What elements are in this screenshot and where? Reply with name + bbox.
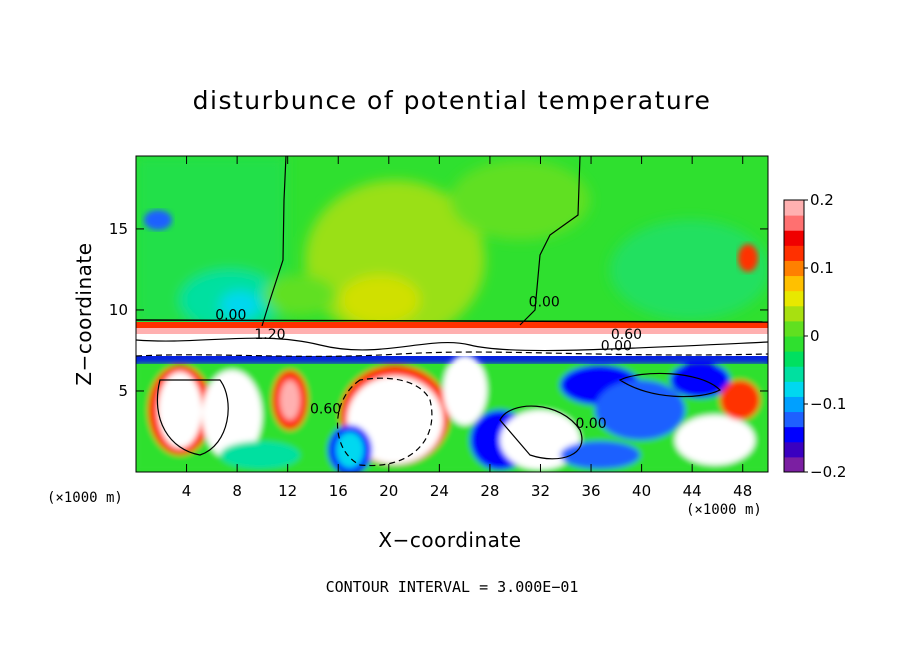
x-tick-label: 8 xyxy=(232,482,242,500)
colorbar-swatch xyxy=(784,396,804,413)
x-tick-label: 28 xyxy=(480,482,499,500)
x-tick-label: 16 xyxy=(329,482,348,500)
colorbar-swatch xyxy=(784,215,804,231)
contour-label: 0.00 xyxy=(601,338,632,354)
contour-labels: 0.000.000.600.001.200.000.60 xyxy=(215,295,642,433)
colorbar-tick-label: 0.2 xyxy=(810,191,834,209)
colorbar-swatch xyxy=(784,366,804,382)
contour-label: 0.60 xyxy=(310,402,341,418)
x-tick-label: 20 xyxy=(379,482,398,500)
colorbar-tick-label: −0.2 xyxy=(810,463,846,481)
contour-label: 1.20 xyxy=(254,327,285,343)
y-axis-label: Z−coordinate xyxy=(72,242,96,386)
x-tick-label: 40 xyxy=(632,482,651,500)
colorbar-swatch xyxy=(784,381,804,397)
x-tick-label: 44 xyxy=(683,482,702,500)
x-unit-left: (×1000 m) xyxy=(47,490,123,506)
colorbar-swatch xyxy=(784,230,804,246)
colorbar-swatch xyxy=(784,245,804,261)
colorbar xyxy=(783,199,805,473)
colorbar-swatch xyxy=(784,200,804,216)
y-tick-label: 5 xyxy=(118,382,128,400)
x-axis-label: X−coordinate xyxy=(378,528,522,552)
x-tick-label: 12 xyxy=(278,482,297,500)
colorbar-ticks: 0.2 0.1 0 −0.1 −0.2 xyxy=(804,191,846,481)
colorbar-tick-label: 0.1 xyxy=(810,259,834,277)
contour-label: 0.60 xyxy=(611,327,642,343)
chart-title: disturbunce of potential temperature xyxy=(192,86,712,115)
colorbar-swatch xyxy=(784,411,804,428)
colorbar-swatch xyxy=(784,290,804,307)
colorbar-swatch xyxy=(784,305,804,322)
contour-label: 0.00 xyxy=(215,308,246,324)
y-axis: 5 10 15 xyxy=(109,220,768,400)
colorbar-swatch xyxy=(784,441,804,458)
colorbar-tick-label: −0.1 xyxy=(810,395,846,413)
colorbar-swatch xyxy=(784,426,804,443)
colorbar-swatch xyxy=(784,320,804,337)
contour-label: 0.00 xyxy=(529,295,560,311)
contour-label: 0.00 xyxy=(575,416,606,432)
x-tick-label: 32 xyxy=(531,482,550,500)
y-tick-label: 10 xyxy=(109,301,128,319)
x-tick-label: 48 xyxy=(733,482,752,500)
heatmap-field xyxy=(136,156,768,472)
colorbar-swatch xyxy=(784,275,804,292)
contour-interval-note: CONTOUR INTERVAL = 3.000E−01 xyxy=(325,578,579,596)
plot-frame xyxy=(135,155,769,473)
colorbar-tick-label: 0 xyxy=(810,327,820,345)
colorbar-swatch xyxy=(784,456,804,473)
colorbar-swatch xyxy=(784,351,804,367)
x-unit-right: (×1000 m) xyxy=(686,502,762,518)
y-tick-label: 15 xyxy=(109,220,128,238)
x-tick-label: 24 xyxy=(430,482,449,500)
colorbar-swatch xyxy=(784,260,804,277)
x-axis: 4 8 12 16 20 24 28 32 36 40 44 48 xyxy=(182,156,752,500)
x-tick-label: 36 xyxy=(581,482,600,500)
x-tick-label: 4 xyxy=(182,482,192,500)
colorbar-swatch xyxy=(784,336,804,352)
